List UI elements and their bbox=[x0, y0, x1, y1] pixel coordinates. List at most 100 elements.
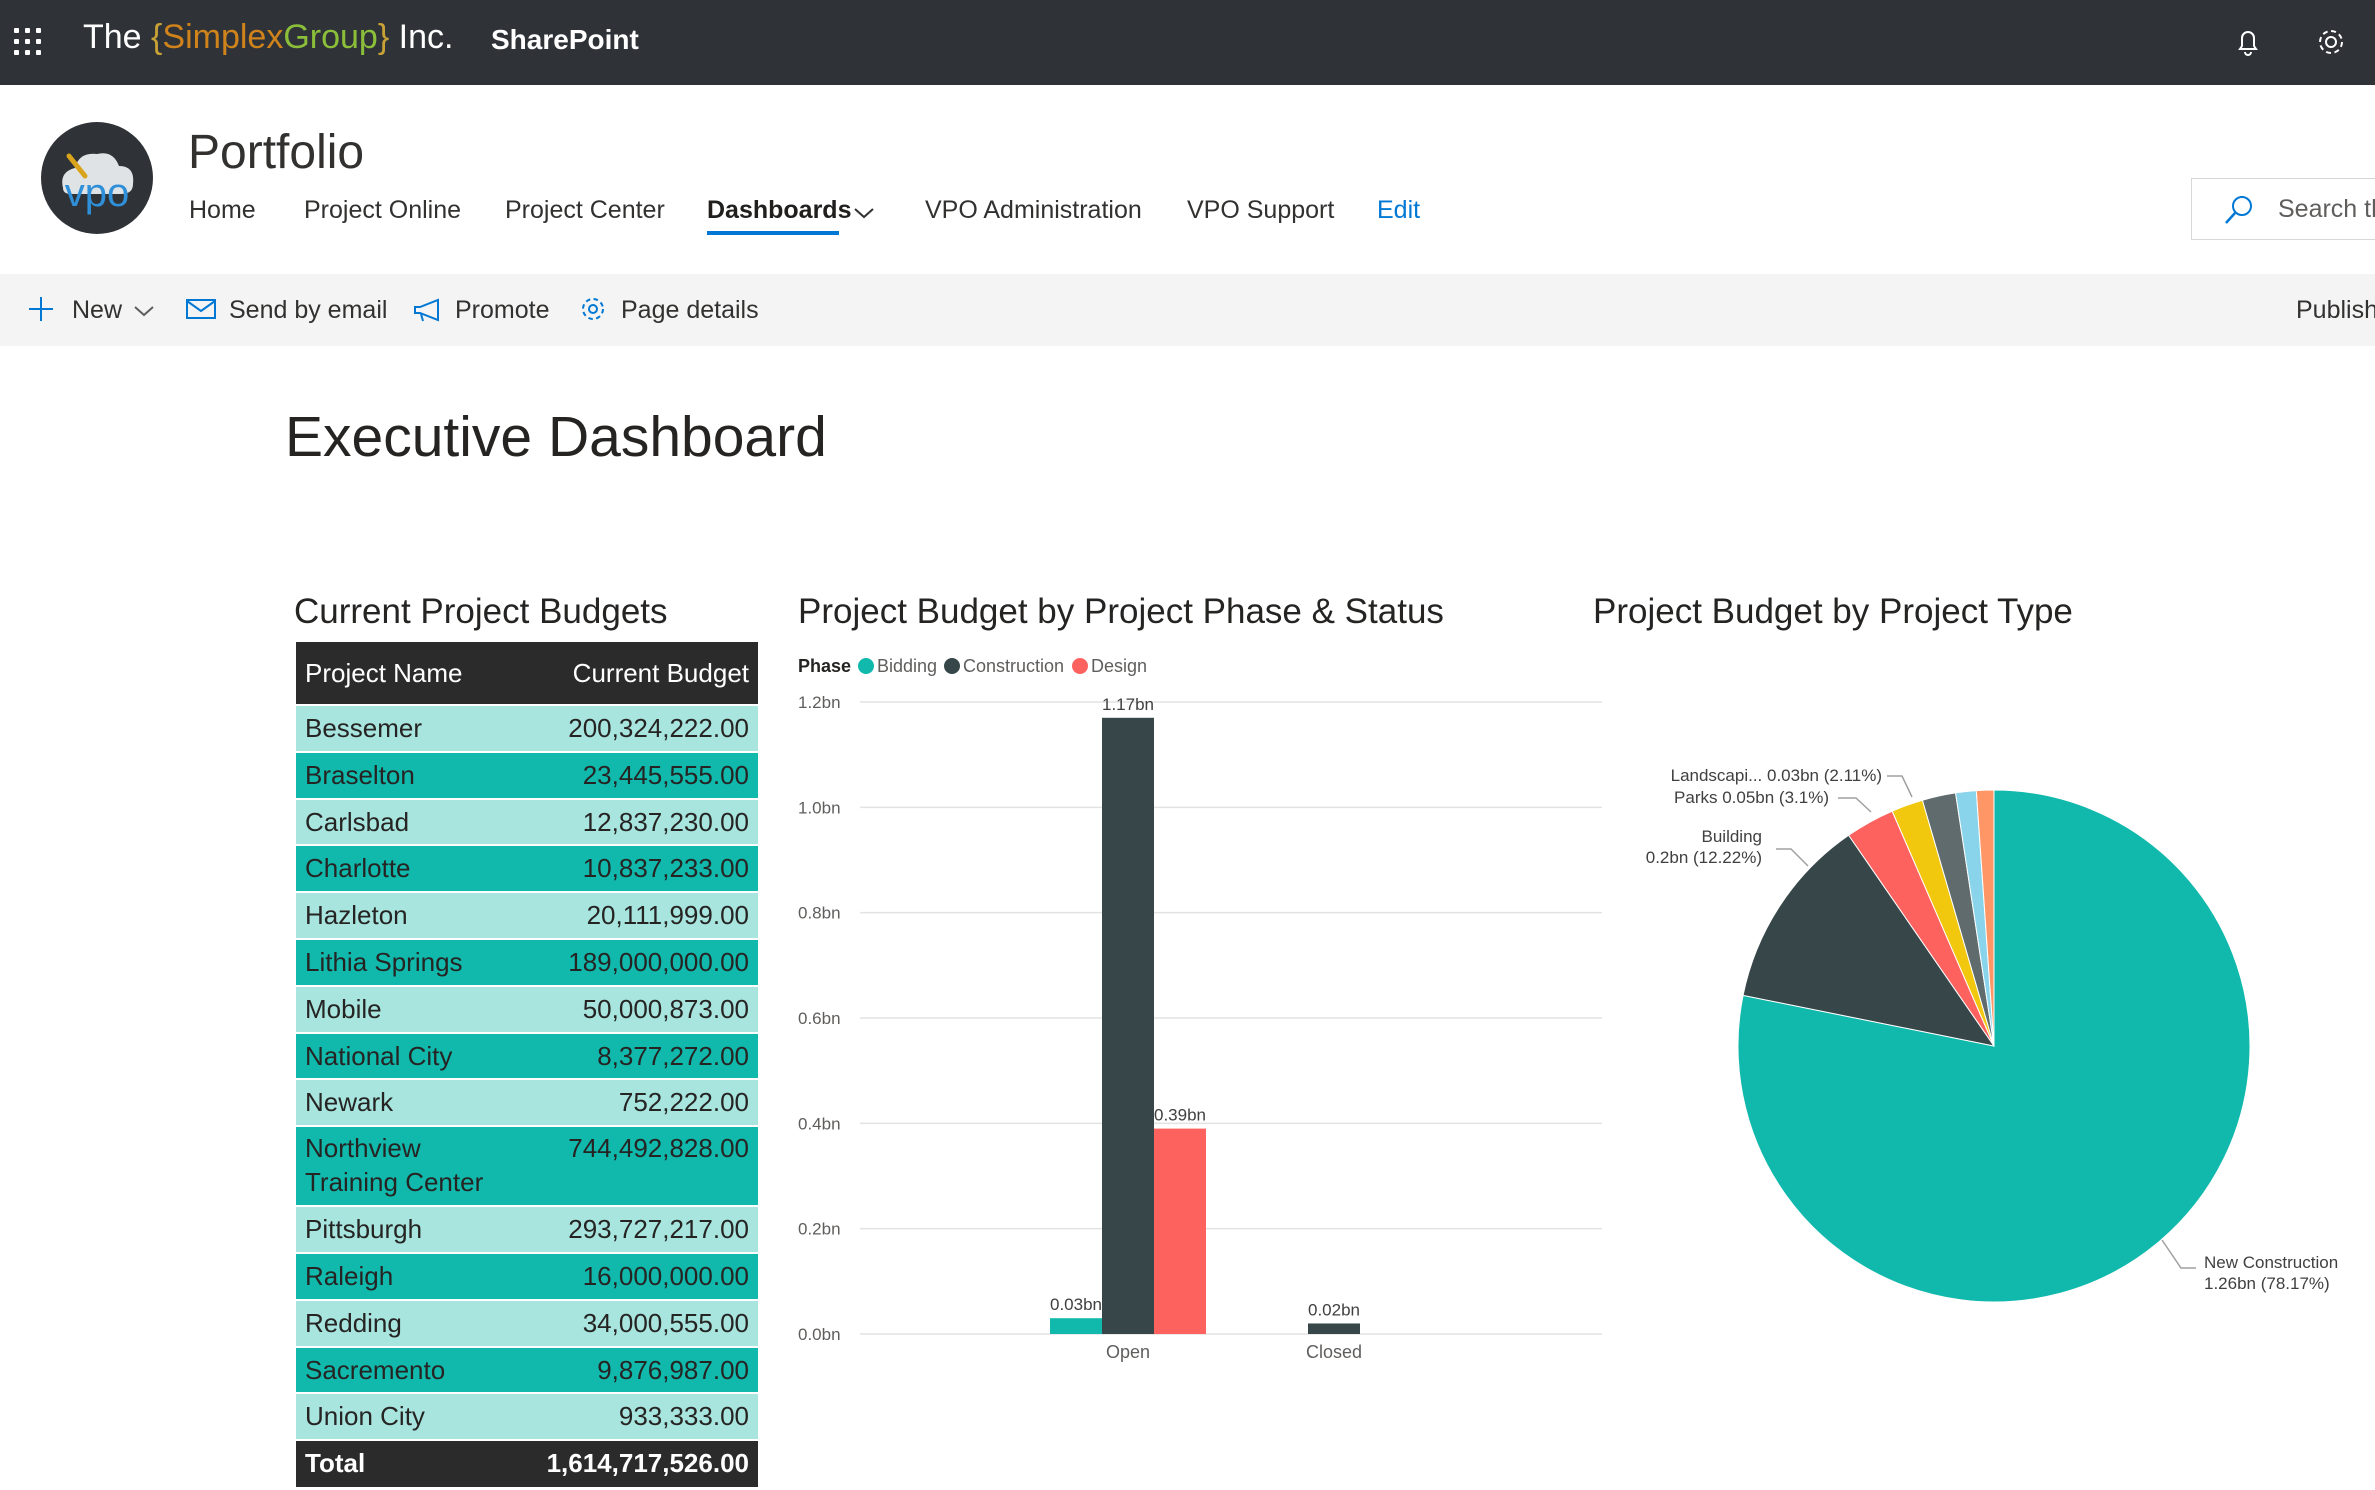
table-header-row: Project Name Current Budget bbox=[296, 642, 758, 705]
project-name-cell: Sacremento bbox=[296, 1345, 514, 1394]
bar-construction-closed bbox=[1308, 1323, 1360, 1334]
page-details-gear-icon bbox=[578, 294, 608, 324]
new-chevron-down-icon[interactable] bbox=[133, 304, 155, 318]
pie-slice-building bbox=[1742, 834, 1996, 1047]
y-tick-label: 0.6bn bbox=[798, 1009, 841, 1028]
table-row: Newark 752,222.00 bbox=[296, 1078, 758, 1127]
table-row: Hazleton 20,111,999.00 bbox=[296, 891, 758, 939]
x-tick-label-closed: Closed bbox=[1306, 1342, 1362, 1362]
nav-home[interactable]: Home bbox=[189, 196, 256, 224]
budget-cell: 12,837,230.00 bbox=[513, 797, 758, 846]
project-name-cell: Newark bbox=[296, 1078, 514, 1127]
table-row: Mobile 50,000,873.00 bbox=[296, 984, 758, 1033]
bar-design-open bbox=[1154, 1128, 1206, 1334]
new-button[interactable]: New bbox=[72, 296, 123, 324]
leader-line bbox=[2161, 1239, 2196, 1269]
leader-line bbox=[1776, 848, 1809, 867]
budget-cell: 20,111,999.00 bbox=[513, 891, 758, 939]
brand-prefix: The bbox=[83, 18, 152, 56]
project-name-cell: Northview Training Center bbox=[296, 1125, 514, 1207]
data-label: Landscapi... 0.03bn (2.11%) bbox=[1671, 766, 1882, 785]
nav-edit-link[interactable]: Edit bbox=[1377, 196, 1421, 224]
data-label: 0.2bn (12.22%) bbox=[1646, 848, 1762, 867]
project-name-cell: National City bbox=[296, 1031, 514, 1080]
nav-project-online[interactable]: Project Online bbox=[304, 196, 462, 224]
nav-vpo-support[interactable]: VPO Support bbox=[1187, 196, 1335, 224]
brand-suffix: Inc. bbox=[389, 18, 454, 56]
legend-marker-construction bbox=[944, 658, 960, 674]
legend-title: Phase bbox=[798, 656, 851, 676]
budget-cell: 16,000,000.00 bbox=[513, 1251, 758, 1300]
add-plus-icon[interactable] bbox=[26, 294, 56, 324]
table-row: Pittsburgh 293,727,217.00 bbox=[296, 1205, 758, 1253]
budget-cell: 34,000,555.00 bbox=[513, 1298, 758, 1347]
data-label: Building bbox=[1702, 827, 1763, 846]
budgets-table-title: Current Project Budgets bbox=[294, 592, 668, 631]
total-value: 1,614,717,526.00 bbox=[513, 1439, 758, 1488]
budget-cell: 50,000,873.00 bbox=[513, 984, 758, 1033]
y-tick-label: 0.4bn bbox=[798, 1114, 841, 1133]
total-label: Total bbox=[296, 1439, 514, 1488]
column-header-current-budget[interactable]: Current Budget bbox=[513, 642, 758, 705]
project-name-line2: Training Center bbox=[305, 1167, 484, 1198]
data-label: New Construction bbox=[2204, 1253, 2338, 1272]
project-name-cell: Redding bbox=[296, 1298, 514, 1347]
nav-project-center[interactable]: Project Center bbox=[505, 196, 665, 224]
table-row: Braselton 23,445,555.00 bbox=[296, 750, 758, 799]
budget-cell: 8,377,272.00 bbox=[513, 1031, 758, 1080]
budget-cell: 9,876,987.00 bbox=[513, 1345, 758, 1394]
type-chart-title: Project Budget by Project Type bbox=[1593, 592, 2073, 631]
column-header-project-name[interactable]: Project Name bbox=[296, 642, 514, 705]
table-row: Sacremento 9,876,987.00 bbox=[296, 1345, 758, 1394]
nav-vpo-administration[interactable]: VPO Administration bbox=[925, 196, 1142, 224]
active-nav-indicator bbox=[707, 231, 839, 235]
site-title[interactable]: Portfolio bbox=[188, 126, 365, 179]
data-label: 1.17bn bbox=[1102, 695, 1154, 714]
table-row: Union City 933,333.00 bbox=[296, 1392, 758, 1441]
pie-slice-orange bbox=[1975, 789, 1995, 1047]
publish-button[interactable]: Publish bbox=[2296, 296, 2375, 324]
notifications-bell-icon[interactable] bbox=[2228, 22, 2268, 62]
organization-brand[interactable]: The {SimplexGroup} Inc. bbox=[83, 18, 453, 57]
project-name-cell: Raleigh bbox=[296, 1251, 514, 1300]
leader-line bbox=[1838, 797, 1872, 813]
project-name-cell: Union City bbox=[296, 1392, 514, 1441]
site-search-box[interactable]: Search th bbox=[2191, 178, 2375, 240]
y-tick-label: 0.2bn bbox=[798, 1220, 841, 1239]
sharepoint-app-name[interactable]: SharePoint bbox=[491, 24, 639, 55]
app-launcher-icon[interactable] bbox=[14, 28, 44, 58]
project-name-cell: Carlsbad bbox=[296, 797, 514, 846]
nav-dashboards[interactable]: Dashboards bbox=[707, 196, 852, 224]
pie-slice-new-construction bbox=[1737, 789, 2251, 1303]
send-by-email-button[interactable]: Send by email bbox=[229, 296, 388, 324]
mail-icon bbox=[185, 296, 217, 322]
search-icon bbox=[2222, 193, 2256, 227]
brand-group: Group bbox=[283, 18, 378, 56]
data-label: 1.26bn (78.17%) bbox=[2204, 1274, 2330, 1293]
budgets-table: Project Name Current Budget Bessemer 200,… bbox=[296, 642, 758, 1488]
legend-marker-bidding bbox=[858, 658, 874, 674]
settings-gear-icon[interactable] bbox=[2311, 22, 2351, 62]
budget-cell: 23,445,555.00 bbox=[513, 750, 758, 799]
promote-button[interactable]: Promote bbox=[455, 296, 550, 324]
page-title: Executive Dashboard bbox=[285, 405, 827, 469]
brand-open-brace: { bbox=[151, 18, 163, 56]
page-details-button[interactable]: Page details bbox=[621, 296, 759, 324]
project-name-cell: Braselton bbox=[296, 750, 514, 799]
megaphone-icon bbox=[412, 296, 442, 324]
data-label: 0.39bn bbox=[1154, 1106, 1206, 1125]
table-row: Bessemer 200,324,222.00 bbox=[296, 704, 758, 752]
legend-marker-design bbox=[1072, 658, 1088, 674]
brand-simplex: Simplex bbox=[162, 18, 284, 56]
table-row: Charlotte 10,837,233.00 bbox=[296, 844, 758, 893]
table-row: Northview Training Center 744,492,828.00 bbox=[296, 1125, 758, 1207]
budget-cell: 293,727,217.00 bbox=[513, 1205, 758, 1253]
x-tick-label-open: Open bbox=[1106, 1342, 1150, 1362]
site-logo[interactable]: vpo bbox=[41, 122, 153, 234]
project-name-line1: Northview bbox=[305, 1133, 421, 1164]
y-tick-label: 0.0bn bbox=[798, 1325, 841, 1344]
dashboards-chevron-down-icon[interactable] bbox=[852, 205, 876, 221]
phase-chart-title: Project Budget by Project Phase & Status bbox=[798, 592, 1444, 631]
